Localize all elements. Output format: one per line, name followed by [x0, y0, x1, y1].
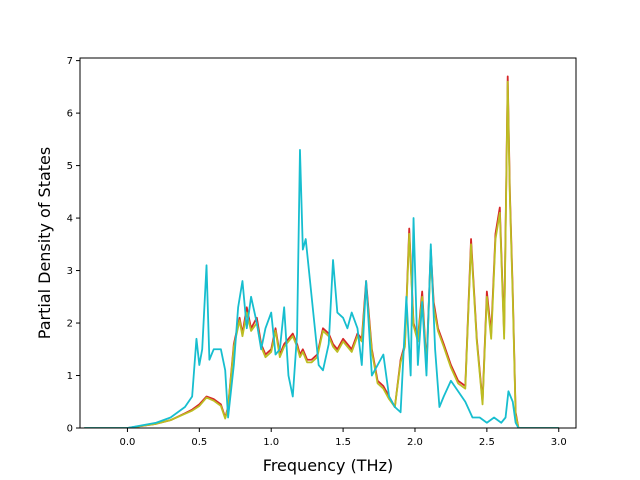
- x-axis: 0.0 0.5 1.0 1.5 2.0 2.5 3.0: [119, 428, 567, 448]
- x-tick-label: 0.0: [119, 437, 135, 448]
- x-axis-label: Frequency (THz): [263, 456, 393, 475]
- y-tick-label: 6: [67, 109, 73, 120]
- y-tick-label: 7: [67, 56, 73, 67]
- y-tick-label: 5: [67, 161, 73, 172]
- y-axis: 0 1 2 3 4 5 6 7: [67, 56, 80, 435]
- x-tick-label: 3.0: [551, 437, 567, 448]
- y-axis-label: Partial Density of States: [35, 147, 54, 339]
- x-tick-label: 1.0: [263, 437, 279, 448]
- plot-frame: [79, 57, 577, 429]
- y-tick-label: 0: [67, 424, 73, 435]
- x-tick-label: 0.5: [191, 437, 207, 448]
- x-tick-label: 2.5: [479, 437, 495, 448]
- series-layer: [84, 75, 559, 428]
- y-tick-label: 3: [67, 266, 73, 277]
- y-tick-label: 2: [67, 319, 73, 330]
- x-tick-label: 2.0: [407, 437, 423, 448]
- x-tick-label: 1.5: [335, 437, 351, 448]
- series-line-2: [84, 148, 559, 428]
- y-tick-label: 4: [67, 214, 73, 225]
- y-tick-label: 1: [67, 371, 73, 382]
